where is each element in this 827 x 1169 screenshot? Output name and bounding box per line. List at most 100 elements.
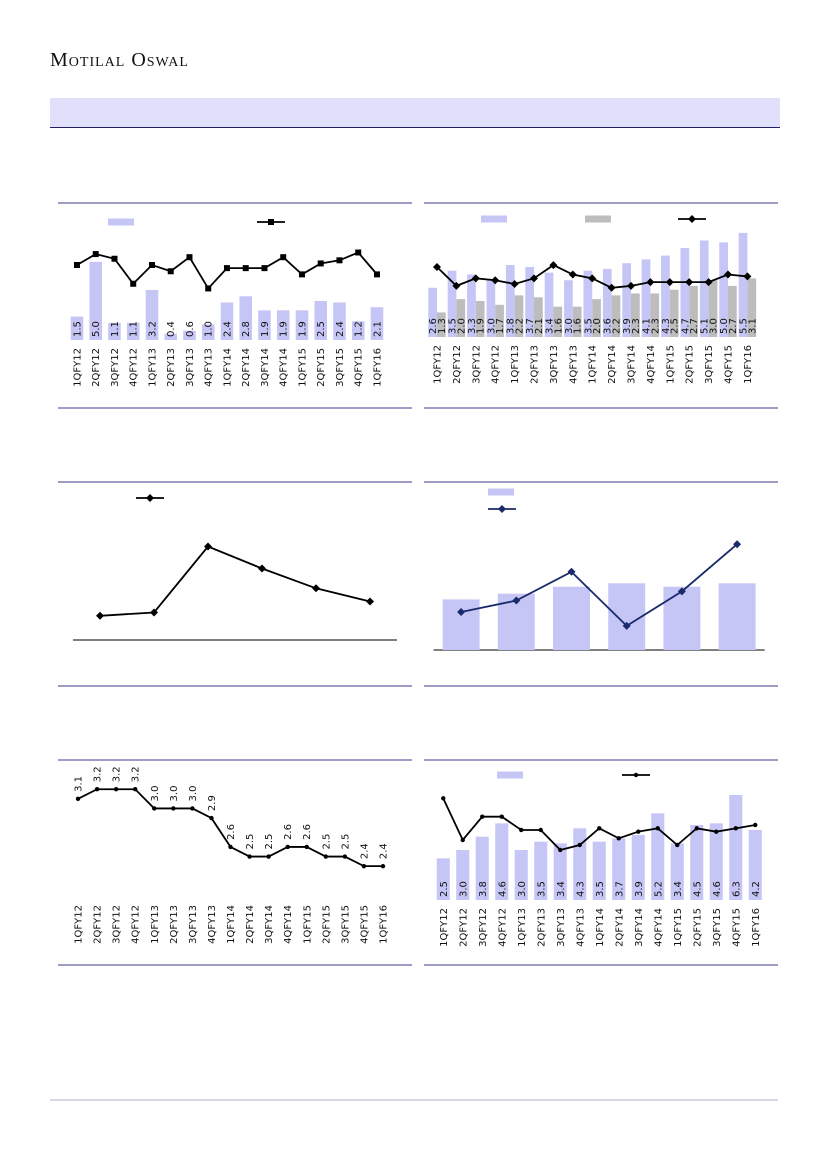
line-marker (704, 278, 713, 287)
line-marker (753, 822, 758, 828)
data-label: 3.3 (467, 318, 478, 334)
x-tick-label: 2QFY15 (692, 908, 703, 947)
x-tick-label: 3QFY12 (478, 908, 489, 947)
line-marker (150, 608, 158, 617)
data-label: 1.6 (573, 318, 584, 334)
bar (748, 830, 762, 900)
line-marker (733, 826, 738, 831)
bar (145, 290, 159, 340)
x-tick-label: 2QFY14 (607, 345, 618, 384)
x-tick-label: 3QFY13 (556, 908, 567, 947)
x-tick-label: 1QFY12 (72, 348, 83, 387)
x-tick-label: 4QFY13 (204, 348, 215, 387)
legend-marker (146, 494, 154, 502)
x-tick-label: 3QFY12 (110, 348, 121, 387)
bar (669, 289, 679, 337)
bar (611, 295, 621, 337)
data-label: 5.1 (700, 318, 711, 334)
x-tick-label: 1QFY14 (588, 345, 599, 384)
legend-marker (688, 215, 696, 223)
bar (747, 278, 757, 337)
data-label: 4.7 (680, 318, 691, 334)
line-marker (304, 844, 309, 850)
legend-swatch (497, 771, 523, 779)
line-marker (538, 827, 543, 833)
x-tick-label: 2QFY13 (530, 345, 541, 384)
line-marker (342, 854, 348, 859)
bar (708, 280, 718, 337)
bar (553, 586, 590, 650)
line-marker (209, 815, 214, 821)
data-label: 2.5 (340, 834, 351, 850)
x-tick-label: 4QFY15 (354, 348, 365, 387)
data-label: 3.0 (188, 786, 199, 802)
data-label: 1.0 (204, 321, 215, 337)
x-tick-label: 2QFY15 (685, 345, 696, 384)
line-marker (228, 844, 233, 850)
bar (608, 583, 646, 650)
line-marker (130, 280, 137, 287)
line-marker (361, 863, 367, 869)
x-tick-label: 4QFY15 (731, 908, 742, 947)
x-tick-label: 1QFY13 (150, 905, 161, 944)
line-marker (512, 596, 521, 605)
x-tick-label: 1QFY14 (222, 348, 233, 387)
x-tick-label: 3QFY13 (185, 348, 196, 387)
bar (456, 850, 470, 900)
line-marker (558, 847, 563, 853)
x-tick-label: 4QFY14 (279, 348, 290, 387)
bar (220, 302, 234, 340)
x-tick-label: 3QFY15 (712, 908, 723, 947)
x-tick-label: 2QFY13 (536, 908, 547, 947)
line-marker (491, 276, 500, 285)
data-label: 2.4 (335, 321, 346, 337)
bar (602, 268, 612, 337)
bar (442, 599, 480, 650)
x-tick-label: 1QFY16 (751, 908, 762, 947)
legend-swatch (488, 488, 514, 496)
data-label: 1.9 (476, 318, 487, 334)
line-marker (242, 265, 249, 272)
data-label: 4.3 (575, 881, 586, 897)
bar (70, 316, 84, 340)
panel-rules (58, 202, 778, 966)
data-label: 2.5 (439, 881, 450, 897)
data-label: 2.4 (378, 843, 389, 859)
data-label: 3.5 (595, 881, 606, 897)
x-tick-label: 3QFY12 (112, 905, 123, 944)
line-marker (694, 826, 699, 831)
bar (661, 255, 670, 337)
bar (572, 306, 582, 337)
legend-swatch (108, 218, 134, 226)
line-marker (171, 806, 176, 811)
bar (718, 583, 756, 650)
data-label: 2.5 (316, 321, 327, 337)
line-marker (167, 268, 174, 275)
bar (553, 306, 563, 337)
x-tick-label: 1QFY12 (433, 345, 444, 384)
line-marker (190, 806, 195, 811)
bar (651, 813, 665, 900)
data-label: 3.0 (458, 881, 469, 897)
line-marker (655, 826, 660, 831)
line-marker (280, 254, 287, 261)
x-tick-label: 4QFY13 (568, 345, 579, 384)
data-label: 3.0 (564, 318, 575, 334)
x-tick-label: 2QFY14 (245, 905, 256, 944)
x-tick-label: 2QFY14 (614, 908, 625, 947)
x-tick-label: 1QFY16 (378, 905, 389, 944)
line-marker (247, 854, 252, 859)
line-marker (616, 836, 621, 841)
x-tick-label: 1QFY15 (302, 905, 313, 944)
line-marker (433, 262, 441, 271)
x-tick-label: 3QFY15 (704, 345, 715, 384)
x-tick-label: 2QFY12 (91, 348, 102, 387)
line-marker (627, 281, 635, 290)
line-marker (685, 278, 694, 287)
data-label: 2.5 (245, 834, 256, 850)
data-label: 5.0 (719, 318, 730, 334)
bar (164, 333, 178, 340)
data-label: 1.2 (354, 321, 365, 337)
legend-marker (633, 772, 639, 778)
